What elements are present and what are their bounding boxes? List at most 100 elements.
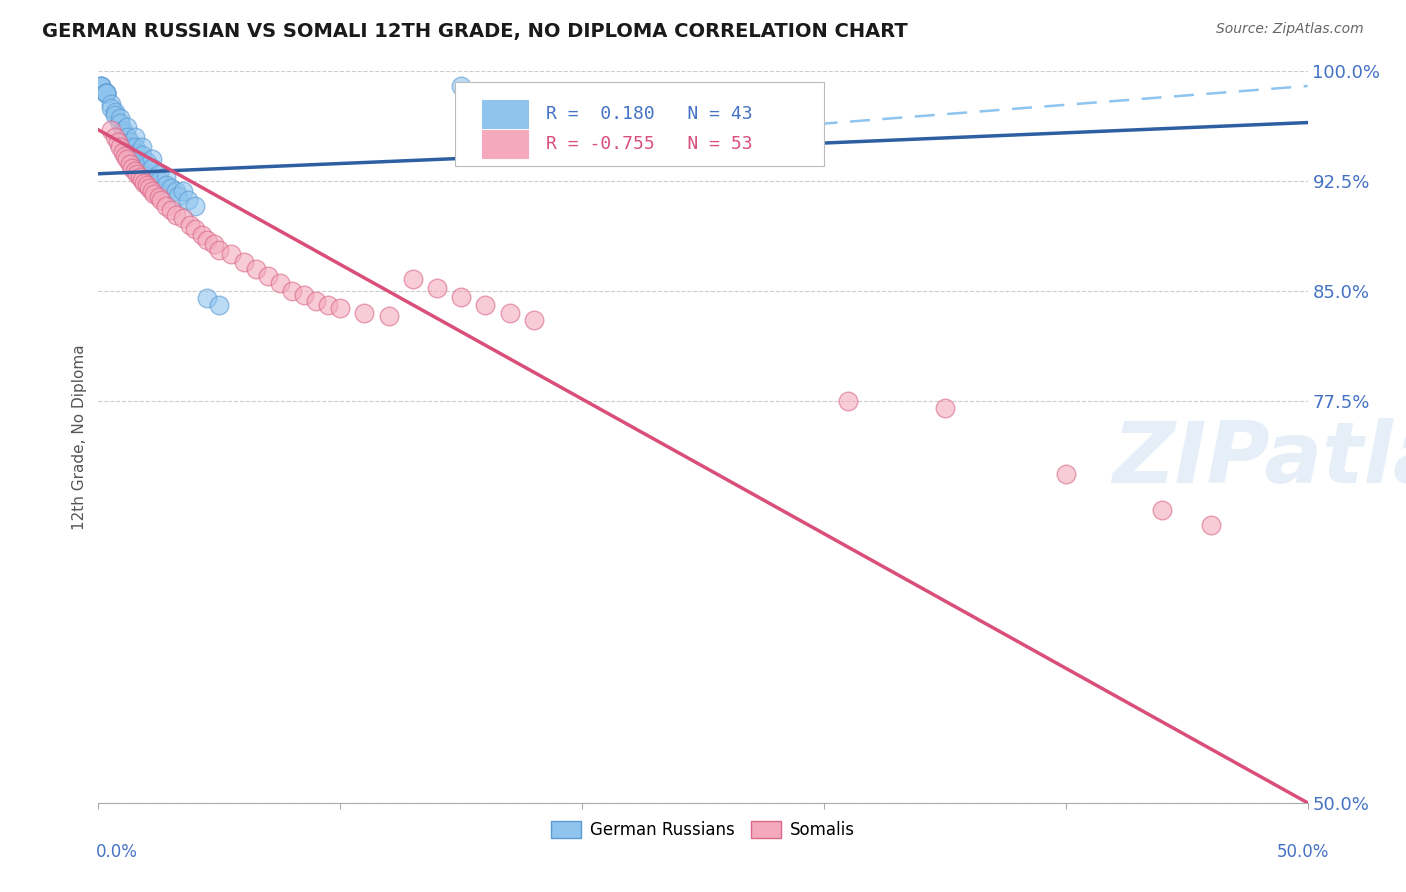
- Text: GERMAN RUSSIAN VS SOMALI 12TH GRADE, NO DIPLOMA CORRELATION CHART: GERMAN RUSSIAN VS SOMALI 12TH GRADE, NO …: [42, 22, 908, 41]
- Point: [184, 199, 207, 213]
- Point: [221, 247, 243, 261]
- Text: R = -0.755   N = 53: R = -0.755 N = 53: [546, 135, 752, 153]
- Point: [131, 147, 153, 161]
- Point: [100, 123, 122, 137]
- Point: [108, 111, 131, 125]
- Point: [292, 288, 315, 302]
- Point: [184, 222, 207, 236]
- Text: R =  0.180   N = 43: R = 0.180 N = 43: [546, 105, 752, 123]
- Point: [127, 167, 149, 181]
- Point: [208, 243, 231, 257]
- Point: [118, 140, 141, 154]
- Point: [90, 78, 112, 93]
- Point: [100, 101, 122, 115]
- Point: [474, 298, 496, 312]
- Point: [256, 269, 278, 284]
- Point: [177, 193, 200, 207]
- Point: [107, 135, 129, 149]
- Point: [143, 187, 166, 202]
- Point: [450, 78, 472, 93]
- Point: [498, 306, 520, 320]
- Point: [128, 169, 150, 184]
- Point: [329, 301, 352, 316]
- Point: [111, 126, 134, 140]
- Point: [155, 169, 177, 184]
- Point: [167, 188, 190, 202]
- Point: [316, 298, 339, 312]
- Point: [150, 193, 173, 207]
- Point: [837, 393, 859, 408]
- Point: [195, 291, 218, 305]
- Point: [114, 149, 136, 163]
- Point: [148, 174, 170, 188]
- Point: [208, 298, 231, 312]
- Point: [94, 87, 117, 101]
- Point: [1199, 517, 1222, 532]
- Point: [353, 306, 375, 320]
- Point: [141, 184, 163, 198]
- Point: [402, 272, 425, 286]
- Point: [141, 152, 163, 166]
- Point: [121, 161, 143, 175]
- Y-axis label: 12th Grade, No Diploma: 12th Grade, No Diploma: [72, 344, 87, 530]
- Point: [127, 146, 149, 161]
- Point: [135, 178, 157, 193]
- Point: [117, 152, 139, 166]
- Point: [94, 87, 117, 101]
- Point: [90, 78, 112, 93]
- Point: [108, 140, 131, 154]
- Point: [104, 130, 127, 145]
- Point: [204, 237, 226, 252]
- Bar: [482, 130, 527, 158]
- FancyBboxPatch shape: [456, 82, 824, 167]
- Point: [934, 401, 956, 415]
- Point: [148, 167, 170, 181]
- Point: [131, 140, 153, 154]
- Point: [100, 96, 122, 111]
- Point: [155, 178, 177, 193]
- Text: Source: ZipAtlas.com: Source: ZipAtlas.com: [1216, 22, 1364, 37]
- Text: 50.0%: 50.0%: [1277, 843, 1329, 861]
- Bar: [482, 100, 527, 128]
- Point: [118, 135, 141, 149]
- Point: [138, 181, 160, 195]
- Legend: German Russians, Somalis: German Russians, Somalis: [544, 814, 862, 846]
- Point: [305, 293, 328, 308]
- Point: [165, 184, 187, 198]
- Point: [134, 176, 156, 190]
- Point: [450, 290, 472, 304]
- Point: [191, 228, 214, 243]
- Point: [165, 208, 187, 222]
- Point: [117, 120, 139, 134]
- Point: [104, 105, 127, 120]
- Point: [117, 130, 139, 145]
- Point: [131, 172, 153, 186]
- Point: [135, 160, 157, 174]
- Point: [269, 277, 291, 291]
- Point: [195, 233, 218, 247]
- Point: [124, 130, 146, 145]
- Point: [426, 281, 449, 295]
- Point: [172, 211, 194, 225]
- Point: [160, 181, 183, 195]
- Point: [127, 152, 149, 166]
- Point: [108, 115, 131, 129]
- Point: [160, 203, 183, 218]
- Point: [232, 254, 254, 268]
- Point: [111, 123, 134, 137]
- Point: [90, 78, 112, 93]
- Text: 0.0%: 0.0%: [96, 843, 138, 861]
- Point: [124, 164, 146, 178]
- Point: [245, 261, 267, 276]
- Point: [1054, 467, 1077, 481]
- Point: [1152, 503, 1174, 517]
- Point: [135, 155, 157, 169]
- Point: [94, 87, 117, 101]
- Point: [281, 284, 304, 298]
- Point: [118, 156, 141, 170]
- Point: [124, 140, 146, 154]
- Point: [155, 199, 177, 213]
- Point: [523, 313, 546, 327]
- Point: [111, 145, 134, 159]
- Point: [377, 309, 399, 323]
